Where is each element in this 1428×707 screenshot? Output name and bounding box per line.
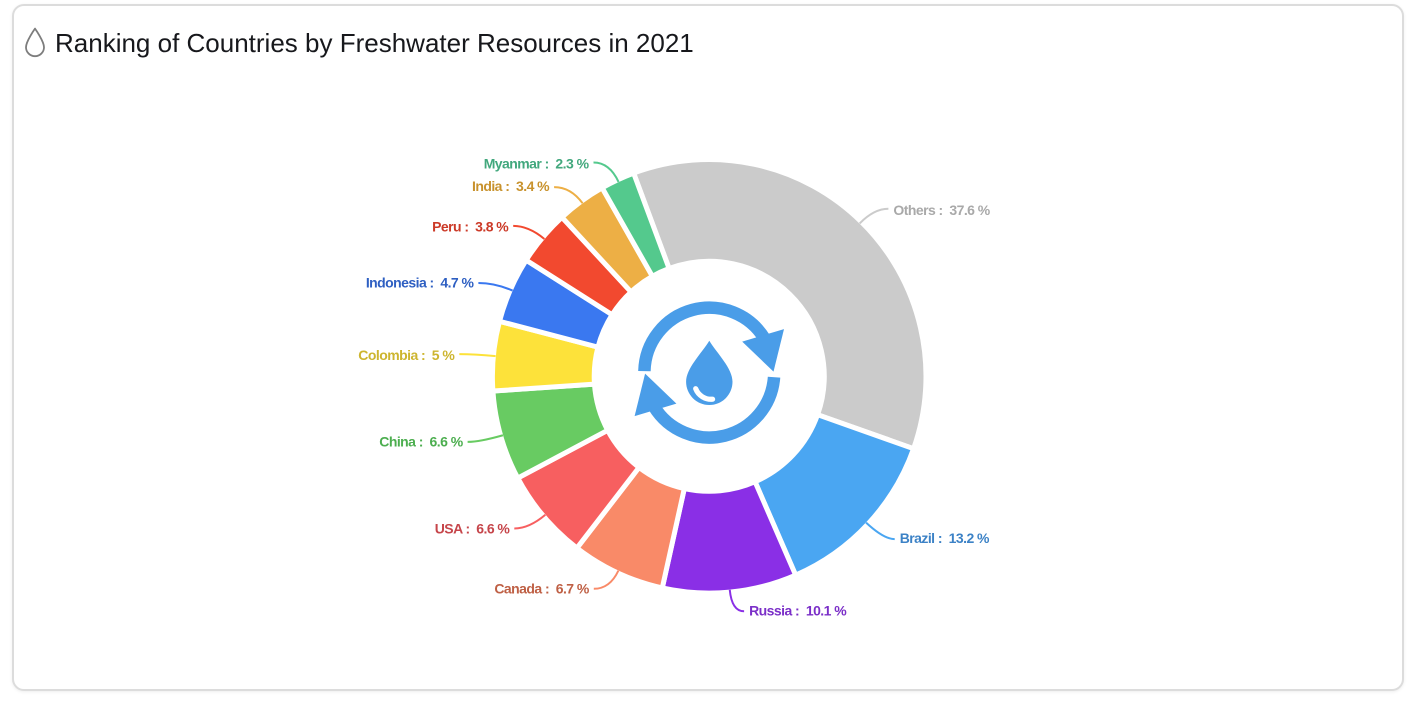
svg-text:China : 6.6 %: China : 6.6 % [379,433,463,449]
svg-text:India : 3.4 %: India : 3.4 % [472,178,550,194]
svg-text:Russia : 10.1 %: Russia : 10.1 % [749,602,847,618]
svg-text:Colombia : 5 %: Colombia : 5 % [358,347,455,363]
svg-text:Brazil : 13.2 %: Brazil : 13.2 % [900,530,990,546]
svg-text:USA : 6.6 %: USA : 6.6 % [435,520,511,536]
svg-text:Canada : 6.7 %: Canada : 6.7 % [494,581,590,597]
svg-text:Others : 37.6 %: Others : 37.6 % [893,202,990,218]
svg-text:Peru : 3.8 %: Peru : 3.8 % [432,219,509,235]
svg-text:Myanmar : 2.3 %: Myanmar : 2.3 % [484,156,590,172]
svg-text:Indonesia : 4.7 %: Indonesia : 4.7 % [366,275,475,291]
